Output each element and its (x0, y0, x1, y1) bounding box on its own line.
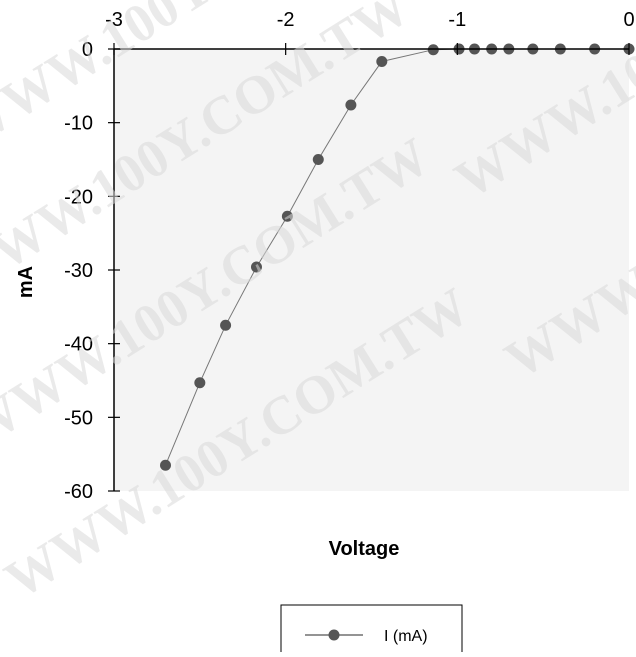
legend-marker (328, 629, 340, 641)
data-point (345, 99, 357, 111)
data-point (160, 459, 171, 471)
data-point (376, 56, 388, 68)
legend-label: I (mA) (384, 628, 428, 645)
legend: I (mA) (280, 604, 463, 657)
x-tick-label: 0 (623, 9, 634, 31)
data-point (220, 319, 232, 331)
x-axis-title: Voltage (329, 538, 400, 560)
y-tick-label: -60 (64, 481, 93, 503)
data-point (250, 261, 262, 273)
y-tick-label: -30 (64, 260, 93, 282)
data-point (194, 377, 206, 389)
y-tick-label: -10 (64, 113, 93, 135)
plot-area (114, 49, 629, 491)
y-axis-title: mA (15, 266, 37, 298)
x-tick-label: -3 (105, 9, 123, 31)
x-tick-label: -1 (448, 9, 466, 31)
y-tick-label: -40 (64, 334, 93, 356)
tick-layer: -3 -2 -1 00-10-20-30-40-50-60 (64, 9, 634, 503)
y-tick-label: -50 (64, 407, 93, 429)
data-point (312, 154, 324, 165)
y-tick-label: -20 (64, 186, 93, 208)
x-tick-label: -2 (277, 9, 295, 31)
data-point (281, 210, 293, 222)
legend-box (280, 604, 463, 657)
y-tick-label: 0 (82, 39, 93, 61)
